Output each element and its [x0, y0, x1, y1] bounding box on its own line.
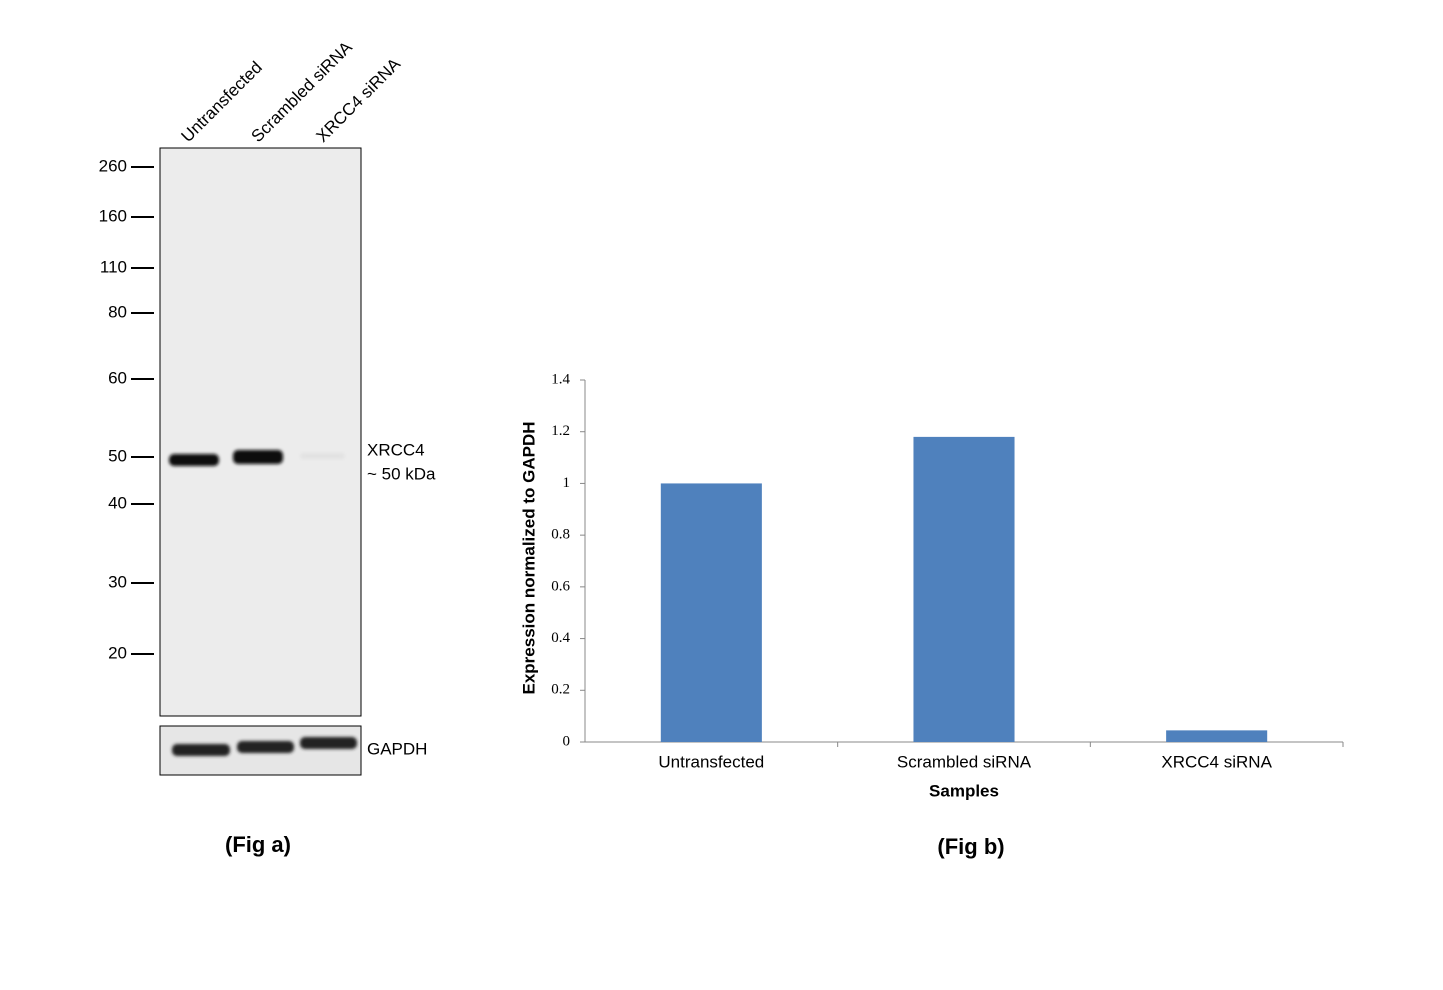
marker-label: 160	[99, 206, 127, 225]
gapdh-label: GAPDH	[367, 739, 427, 758]
y-axis-label: Expression normalized to GAPDH	[519, 422, 538, 695]
x-tick-label: Untransfected	[658, 752, 764, 771]
caption: (Fig a)	[225, 832, 291, 857]
y-tick-label: 0.4	[551, 630, 570, 646]
band-size: ~ 50 kDa	[367, 464, 436, 483]
band	[300, 737, 357, 749]
band	[169, 454, 219, 466]
band	[172, 744, 230, 756]
blot-membrane	[159, 147, 362, 717]
x-tick-label: XRCC4 siRNA	[1161, 752, 1272, 771]
bar	[913, 436, 1015, 742]
y-tick-label: 0.6	[551, 578, 570, 594]
marker-label: 30	[108, 572, 127, 591]
marker-label: 260	[99, 156, 127, 175]
y-tick-label: 1.4	[551, 371, 570, 387]
marker-label: 80	[108, 302, 127, 321]
y-tick-label: 1	[563, 475, 571, 491]
band	[233, 450, 283, 464]
marker-label: 60	[108, 368, 127, 387]
marker-label: 50	[108, 446, 127, 465]
marker-label: 110	[100, 257, 127, 276]
band	[237, 741, 294, 753]
band-label: XRCC4	[367, 440, 425, 459]
marker-label: 40	[108, 493, 127, 512]
bands	[169, 450, 357, 756]
x-tick-label: Scrambled siRNA	[897, 752, 1032, 771]
band	[300, 453, 345, 459]
caption: (Fig b)	[937, 834, 1004, 859]
y-tick-label: 0	[563, 733, 571, 749]
bar	[1166, 730, 1268, 742]
x-axis-label: Samples	[929, 781, 999, 800]
y-tick-label: 0.8	[551, 527, 570, 543]
y-tick-label: 1.2	[551, 423, 570, 439]
bar	[660, 483, 762, 742]
y-tick-label: 0.2	[551, 682, 570, 698]
marker-label: 20	[108, 643, 127, 662]
